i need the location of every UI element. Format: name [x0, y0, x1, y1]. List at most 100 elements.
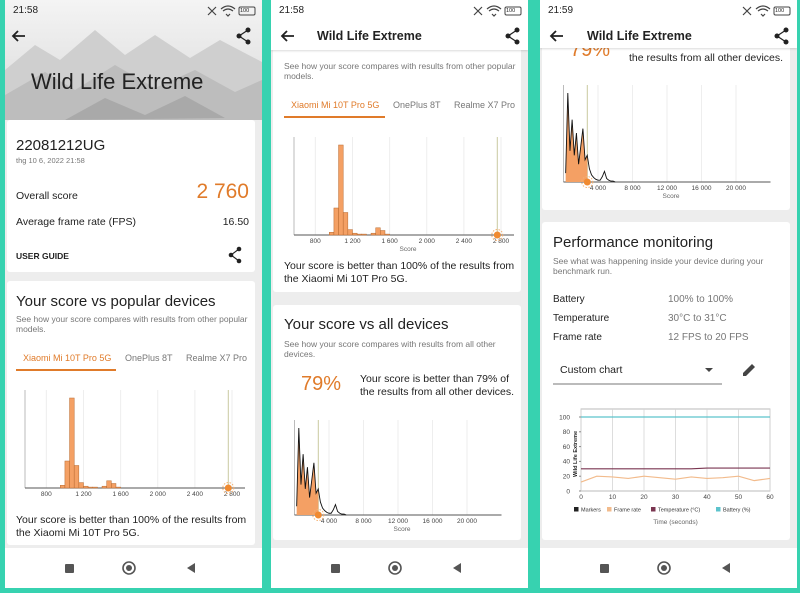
tab-indicator: [16, 369, 116, 371]
screen-performance: 79% the results from all other devices. …: [540, 0, 797, 588]
legend-swatch: [607, 507, 612, 512]
x-tick-label: 4 000: [321, 518, 338, 525]
histogram-bar: [111, 483, 117, 489]
tab[interactable]: OnePlus 8T: [393, 100, 441, 110]
histogram-bar: [78, 482, 84, 489]
back-button[interactable]: [11, 30, 25, 42]
x-tick-label: 1 200: [75, 491, 92, 498]
histogram-bar: [338, 144, 344, 236]
x-tick-label: 2 000: [419, 238, 436, 245]
histogram-bar: [60, 485, 66, 489]
histogram-bar: [106, 480, 112, 489]
legend-label: Temperature (°C): [658, 508, 700, 514]
legend-swatch: [716, 507, 721, 512]
screen-compare: See how your score compares with results…: [271, 0, 528, 588]
page-title: Wild Life Extreme: [31, 69, 204, 94]
back-button[interactable]: [549, 30, 563, 42]
x-tick-label: 20: [640, 494, 648, 501]
tab[interactable]: Realme X7 Pro: [186, 353, 248, 363]
all-devices-chart: 4 000 8 000 12 000 16 000 20 000 Score: [563, 85, 771, 200]
status-time: 21:59: [548, 5, 574, 16]
verdict: Your score is better than 100% of the re…: [284, 260, 515, 285]
score-marker-halo: [581, 176, 594, 188]
back-nav-button[interactable]: [453, 563, 461, 573]
status-icons: [207, 5, 256, 17]
metric-value: 30°C to 31°C: [668, 313, 727, 324]
home-button[interactable]: [388, 561, 402, 575]
histogram-bar: [69, 397, 75, 489]
x-axis-label: Score: [394, 526, 411, 533]
y-axis-label: Wild Life Extreme: [573, 431, 579, 477]
score-marker: [314, 511, 322, 519]
popular-histogram: 800 1 200 1 600 2 000 2 400 2 800: [24, 390, 245, 498]
distribution-line: [296, 427, 347, 516]
back-button[interactable]: [280, 30, 294, 42]
x-tick-label: 800: [310, 238, 321, 245]
x-tick-label: 30: [672, 494, 680, 501]
popular-histogram: 800 1 200 1 600 2 000 2 400 2 800 Score: [293, 137, 514, 253]
verdict: the results from all other devices.: [629, 52, 784, 64]
histogram-bar: [83, 485, 89, 489]
metric-label: Frame rate: [553, 332, 602, 343]
metric-value: 12 FPS to 20 FPS: [668, 332, 749, 343]
x-tick-label: 8 000: [355, 518, 372, 525]
edit-button[interactable]: [743, 364, 755, 376]
metric-value: 100% to 100%: [668, 294, 734, 305]
dropdown-decor: [553, 364, 755, 385]
overall-label: Overall score: [16, 190, 78, 202]
score-marker-halo: [312, 509, 325, 521]
popular-card: [273, 30, 521, 292]
section-title: Your score vs all devices: [284, 316, 449, 333]
x-tick-label: 1 600: [381, 238, 398, 245]
x-tick-label: 40: [703, 494, 711, 501]
histogram-bar: [73, 465, 80, 489]
status-battery: 100: [506, 8, 516, 14]
status-and-app-icons: [280, 5, 522, 45]
series-line: [581, 467, 770, 470]
user-guide[interactable]: USER GUIDE: [16, 251, 69, 261]
x-tick-label: 20 000: [457, 518, 477, 525]
histogram-bar: [380, 230, 386, 236]
score-marker-halo: [491, 229, 504, 241]
x-tick-label: 800: [41, 491, 52, 498]
percentile: 79%: [301, 373, 342, 395]
navigation-bar: [540, 548, 797, 588]
histogram-bar: [342, 212, 349, 236]
header-image: [5, 0, 262, 120]
fps-value: 16.50: [222, 216, 249, 228]
y-tick-label: 80: [563, 429, 571, 436]
verdict: Your score is better than 100% of the re…: [16, 514, 247, 539]
all-devices-chart: 4 000 8 000 12 000 16 000 20 000 Score: [294, 420, 502, 533]
result-share-icon[interactable]: [5, 0, 262, 270]
back-nav-button[interactable]: [187, 563, 195, 573]
y-tick-label: 100: [559, 414, 570, 421]
tab[interactable]: Xiaomi Mi 10T Pro 5G: [291, 100, 380, 110]
legend-swatch: [574, 507, 579, 512]
x-tick-label: 10: [609, 494, 617, 501]
x-tick-label: 2 400: [456, 238, 473, 245]
x-tick-label: 2 800: [493, 238, 510, 245]
tab[interactable]: OnePlus 8T: [125, 353, 173, 363]
y-tick-label: 40: [563, 459, 571, 466]
back-nav-button[interactable]: [722, 563, 730, 573]
chart-dropdown[interactable]: Custom chart: [560, 364, 623, 376]
histogram-bar: [92, 486, 98, 489]
navigation-bar: [271, 548, 528, 588]
recents-button[interactable]: [331, 564, 340, 573]
tab[interactable]: Realme X7 Pro: [454, 100, 516, 110]
histogram-bar: [361, 233, 367, 236]
histogram-bar: [384, 233, 390, 236]
recents-button[interactable]: [600, 564, 609, 573]
home-button[interactable]: [122, 561, 136, 575]
tab[interactable]: Xiaomi Mi 10T Pro 5G: [23, 353, 112, 363]
tab-indicator: [284, 116, 385, 118]
screen-result: 21:58 100 Wild Life Extreme 22081212UG t…: [5, 0, 262, 588]
share-button[interactable]: [774, 27, 789, 45]
home-button[interactable]: [657, 561, 671, 575]
share-button[interactable]: [505, 27, 520, 45]
share-button[interactable]: [236, 27, 251, 45]
x-tick-label: 4 000: [590, 185, 607, 192]
score-marker: [493, 231, 501, 239]
recents-button[interactable]: [65, 564, 74, 573]
